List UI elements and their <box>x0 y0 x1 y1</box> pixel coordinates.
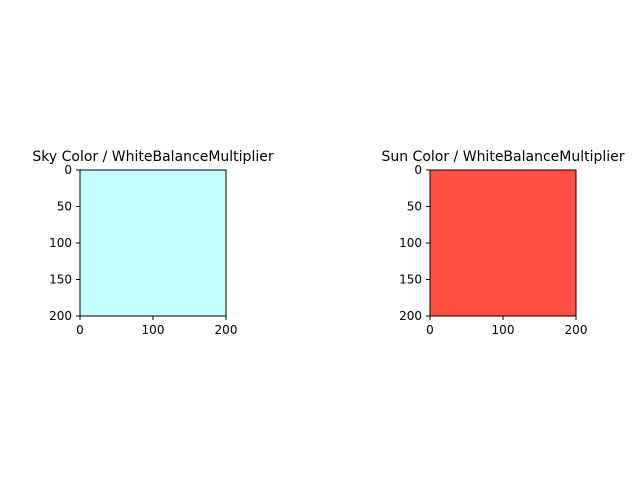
sun-color-xtick-label: 100 <box>492 323 515 337</box>
sky-color-ytick-label: 50 <box>57 200 72 214</box>
sky-color-title: Sky Color / WhiteBalanceMultiplier <box>32 149 273 165</box>
sun-color-ytick-label: 50 <box>407 200 422 214</box>
sky-color-image <box>80 170 226 316</box>
sun-color-xtick-label: 200 <box>565 323 588 337</box>
sun-color-title: Sun Color / WhiteBalanceMultiplier <box>381 149 624 165</box>
sun-color-ticks: 0 100 200 0 50 100 150 200 <box>399 163 587 337</box>
sky-color-ytick-label: 100 <box>49 236 72 250</box>
sky-color-xtick-label: 200 <box>215 323 238 337</box>
sun-color-xtick-label: 0 <box>426 323 434 337</box>
sky-color-xtick-label: 0 <box>76 323 84 337</box>
sky-color-xtick-label: 100 <box>142 323 165 337</box>
sky-color-ytick-label: 200 <box>49 309 72 323</box>
sun-color-ytick-label: 0 <box>414 163 422 177</box>
sun-color-ytick-label: 200 <box>399 309 422 323</box>
sky-color-ticks: 0 100 200 0 50 100 150 200 <box>49 163 237 337</box>
sky-color-panel: Sky Color / WhiteBalanceMultiplier 0 100 2… <box>32 149 273 337</box>
sun-color-ytick-label: 150 <box>399 273 422 287</box>
sky-color-ytick-label: 0 <box>64 163 72 177</box>
sun-color-image <box>430 170 576 316</box>
sun-color-panel: Sun Color / WhiteBalanceMultiplier 0 100 2… <box>381 149 624 337</box>
sky-color-ytick-label: 150 <box>49 273 72 287</box>
sun-color-ytick-label: 100 <box>399 236 422 250</box>
